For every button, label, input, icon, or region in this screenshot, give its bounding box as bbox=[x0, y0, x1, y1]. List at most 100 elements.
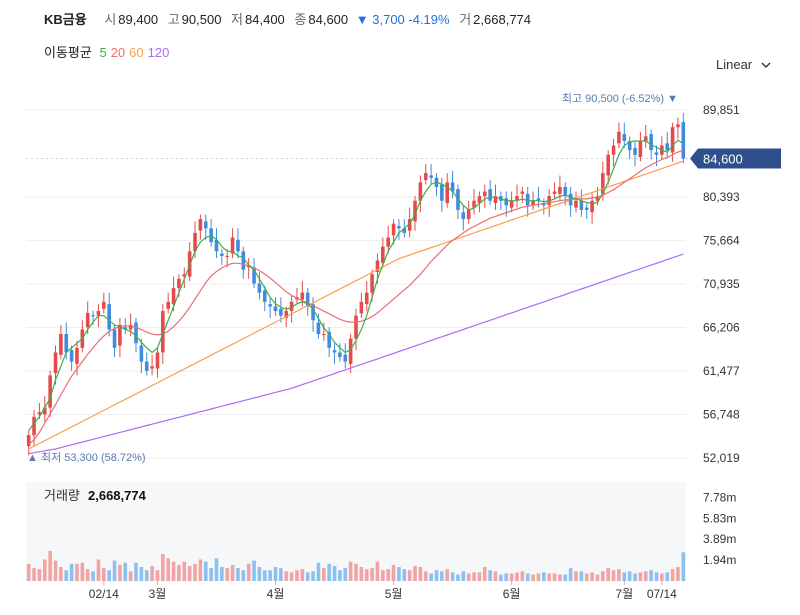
candle-body bbox=[670, 127, 675, 153]
candle-body bbox=[220, 253, 224, 256]
volume-bar bbox=[289, 572, 294, 581]
volume-bar bbox=[397, 567, 401, 581]
volume-bar bbox=[198, 559, 203, 581]
volume-bar bbox=[402, 569, 407, 581]
candle-body bbox=[633, 147, 637, 155]
low-label: 저 bbox=[231, 12, 244, 27]
candle-body bbox=[311, 304, 315, 321]
volume-bar bbox=[37, 569, 42, 581]
candle-body bbox=[440, 184, 444, 201]
candle-body bbox=[32, 416, 36, 436]
volume-bar bbox=[225, 568, 230, 581]
scale-selector[interactable]: Linear bbox=[716, 57, 771, 72]
volume-bar bbox=[676, 567, 680, 581]
candle-body bbox=[477, 196, 482, 204]
volume-bar bbox=[354, 563, 358, 581]
volume-bar bbox=[300, 569, 305, 581]
candle-body bbox=[354, 315, 358, 339]
candle-body bbox=[338, 352, 342, 358]
volume-bar bbox=[375, 561, 380, 581]
ma-legend-20[interactable]: 20 bbox=[110, 45, 126, 60]
candle-body bbox=[617, 131, 621, 144]
candle-body bbox=[574, 200, 578, 208]
candle-body bbox=[139, 345, 144, 362]
volume-bar bbox=[220, 567, 224, 581]
candle-body bbox=[26, 435, 31, 447]
volume-bar bbox=[418, 567, 423, 581]
volume-bar bbox=[590, 572, 594, 581]
volume-bar bbox=[579, 571, 584, 581]
volume-bar bbox=[482, 567, 487, 581]
candle-body bbox=[542, 203, 546, 206]
volume-bar bbox=[633, 573, 637, 581]
volume-tick-label: 7.78m bbox=[703, 490, 736, 504]
volume-bar bbox=[139, 567, 144, 581]
volume-bar bbox=[509, 573, 514, 581]
volume-bar bbox=[64, 570, 69, 581]
candle-body bbox=[343, 354, 348, 362]
price-tick-label: 56,748 bbox=[703, 408, 740, 422]
candle-body bbox=[166, 301, 170, 309]
candle-body bbox=[397, 226, 401, 229]
candle-body bbox=[531, 200, 535, 206]
candle-body bbox=[279, 308, 283, 316]
candle-body bbox=[273, 306, 278, 312]
volume-bar bbox=[144, 570, 149, 581]
x-axis-label: 3월 bbox=[149, 587, 167, 601]
volume-bar bbox=[531, 574, 535, 581]
candle-body bbox=[69, 350, 74, 362]
candle-body bbox=[552, 191, 557, 194]
candle-body bbox=[59, 334, 63, 355]
candle-body bbox=[418, 182, 423, 201]
candle-body bbox=[37, 412, 42, 415]
candle-body bbox=[53, 352, 58, 374]
volume-bar bbox=[32, 568, 36, 581]
candle-body bbox=[381, 246, 385, 263]
candle-body bbox=[482, 191, 487, 197]
volume-bar bbox=[574, 571, 578, 581]
volume-bar bbox=[203, 561, 208, 581]
volume-bar bbox=[273, 567, 278, 581]
volume-bar bbox=[558, 574, 562, 581]
candle-body bbox=[300, 292, 305, 300]
candle-body bbox=[107, 304, 111, 330]
volume-bar bbox=[102, 568, 106, 581]
candle-body bbox=[493, 196, 498, 204]
volume-bar bbox=[601, 571, 605, 581]
volume-bar bbox=[670, 569, 675, 581]
candle-body bbox=[638, 140, 643, 158]
ma-legend-60[interactable]: 60 bbox=[129, 45, 144, 60]
volume-bar bbox=[504, 573, 509, 581]
volume-bar bbox=[257, 567, 262, 581]
price-tick-label: 66,206 bbox=[703, 321, 740, 335]
volume-bar bbox=[327, 563, 331, 581]
candle-body bbox=[520, 191, 525, 194]
price-tick-label: 52,019 bbox=[703, 451, 740, 465]
ma-legend-title: 이동평균 bbox=[44, 45, 92, 60]
candle-body bbox=[171, 288, 176, 305]
volume-bar bbox=[123, 562, 128, 581]
candle-body bbox=[75, 347, 79, 364]
volume-bar bbox=[26, 563, 31, 581]
ma-legend-5[interactable]: 5 bbox=[99, 45, 107, 60]
ma-legend-120[interactable]: 120 bbox=[147, 45, 170, 60]
candle-body bbox=[327, 331, 331, 348]
volume-bar bbox=[622, 572, 627, 581]
candle-body bbox=[112, 329, 117, 348]
volume-bar bbox=[370, 568, 374, 581]
candle-body bbox=[579, 200, 584, 210]
price-tick-label: 89,851 bbox=[703, 103, 740, 117]
candle-body bbox=[504, 198, 509, 206]
volume-bar bbox=[171, 561, 176, 581]
candle-body bbox=[322, 334, 326, 336]
volume-bar bbox=[359, 567, 364, 581]
volume-bar bbox=[338, 570, 342, 581]
volume-bar bbox=[85, 569, 90, 581]
candle-body bbox=[622, 134, 627, 141]
volume-bar bbox=[627, 571, 632, 581]
candle-body bbox=[134, 322, 138, 344]
candle-body bbox=[230, 237, 235, 254]
volume-bar bbox=[295, 570, 299, 581]
high-annotation: 최고 90,500 (-6.52%) ▼ bbox=[562, 92, 678, 105]
